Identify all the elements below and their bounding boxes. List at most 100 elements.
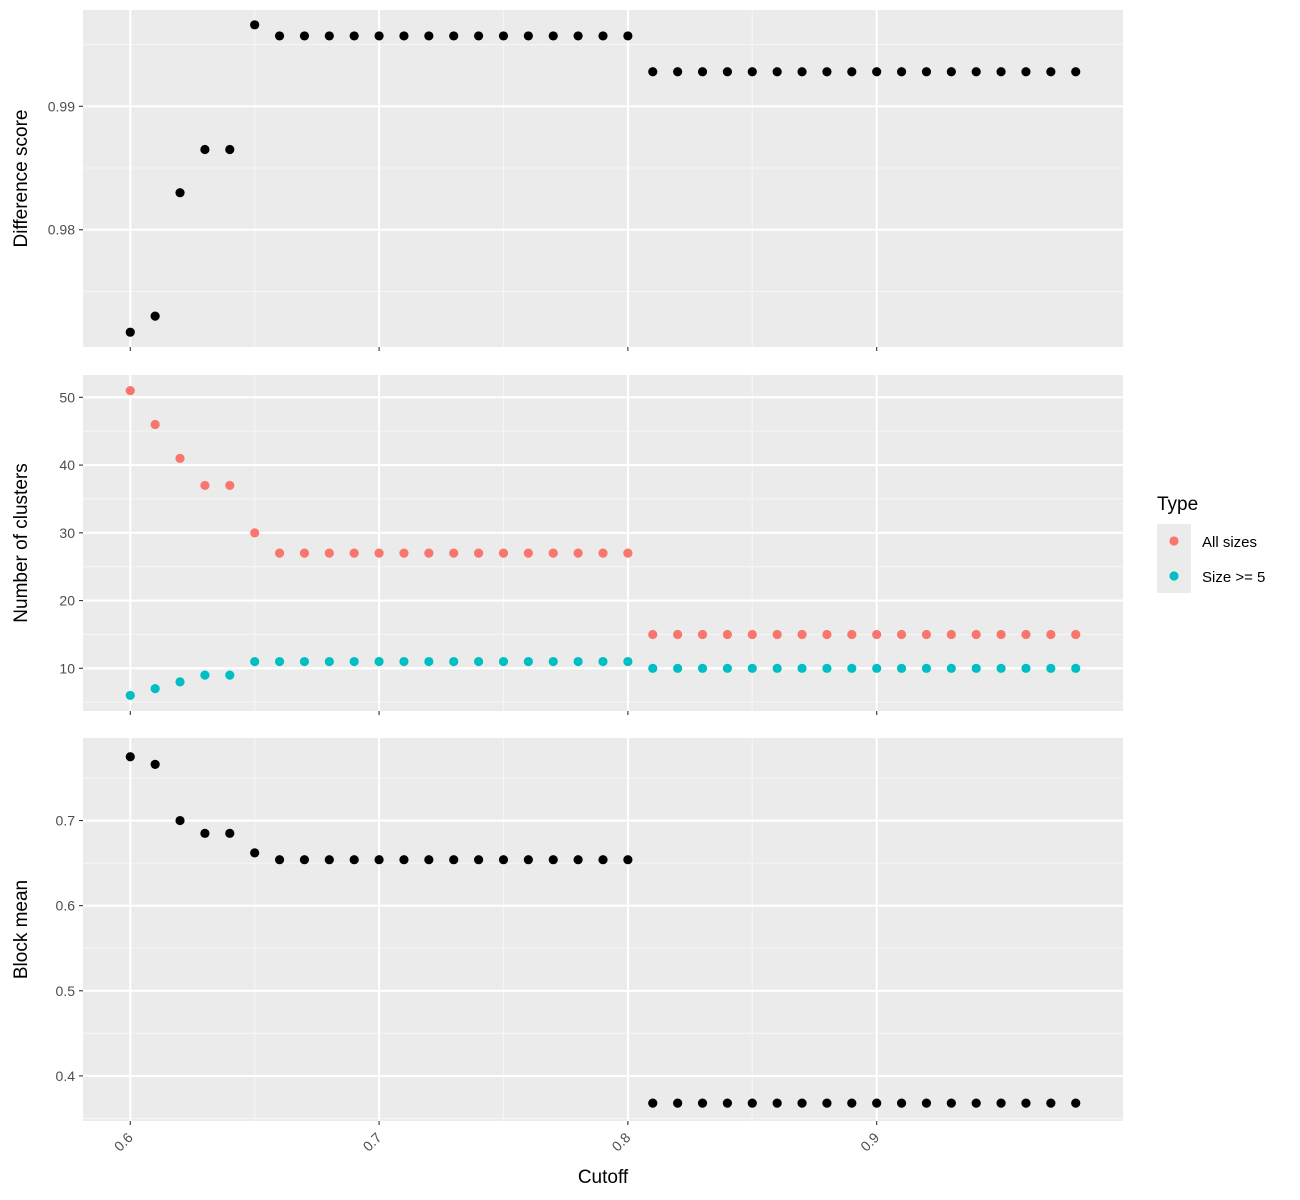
data-point xyxy=(175,453,185,463)
data-point xyxy=(847,663,857,673)
data-point xyxy=(374,656,384,667)
data-point xyxy=(946,663,956,673)
data-point xyxy=(847,629,857,640)
data-point xyxy=(200,670,210,680)
legend-key-size-ge-5 xyxy=(1169,571,1179,581)
data-point xyxy=(449,656,459,667)
data-point xyxy=(673,663,683,673)
data-point xyxy=(847,67,857,77)
series-1 xyxy=(125,20,1081,337)
data-point xyxy=(623,31,633,41)
data-point xyxy=(274,31,285,41)
data-point xyxy=(971,67,981,77)
y-tick-label: 50 xyxy=(59,389,75,405)
data-point xyxy=(473,548,484,558)
data-point xyxy=(797,629,807,640)
legend-label-all-sizes: All sizes xyxy=(1202,534,1257,551)
data-point xyxy=(473,855,484,865)
data-point xyxy=(747,67,757,77)
y-tick-label: 0.6 xyxy=(56,898,76,914)
data-point xyxy=(797,67,807,77)
data-point xyxy=(1046,629,1056,640)
data-point xyxy=(623,656,633,667)
data-point xyxy=(150,759,160,769)
data-point xyxy=(1046,1098,1056,1108)
y-axis-title: Block mean xyxy=(11,880,32,979)
data-point xyxy=(299,31,310,41)
data-point xyxy=(473,31,484,41)
data-point xyxy=(473,656,484,667)
series-2 xyxy=(125,656,1081,701)
y-tick-label: 0.98 xyxy=(48,222,75,238)
data-point xyxy=(896,663,907,673)
data-point xyxy=(1021,1098,1031,1108)
data-point xyxy=(921,663,932,673)
data-point xyxy=(747,663,757,673)
legend: Type All sizes Size >= 5 xyxy=(1157,494,1265,593)
data-point xyxy=(125,327,135,337)
data-point xyxy=(1021,67,1031,77)
data-point xyxy=(797,1098,807,1108)
data-point xyxy=(349,855,359,865)
data-point xyxy=(772,629,782,640)
data-point xyxy=(697,663,708,673)
legend-label-size-ge-5: Size >= 5 xyxy=(1202,569,1265,586)
x-tick-label: 0.8 xyxy=(608,1129,633,1154)
data-point xyxy=(822,629,832,640)
data-point xyxy=(324,31,334,41)
data-point xyxy=(573,548,583,558)
data-point xyxy=(847,1098,857,1108)
data-point xyxy=(822,67,832,77)
data-point xyxy=(225,480,235,491)
panel-background xyxy=(83,10,1123,347)
x-tick-label: 0.9 xyxy=(857,1129,882,1154)
data-point xyxy=(175,815,185,826)
data-point xyxy=(946,1098,956,1108)
data-point xyxy=(598,31,608,41)
data-point xyxy=(996,1098,1006,1108)
series-1 xyxy=(125,752,1081,1108)
data-point xyxy=(896,67,907,77)
data-point xyxy=(200,480,210,491)
data-point xyxy=(125,385,135,396)
data-point xyxy=(722,1098,733,1108)
data-point xyxy=(872,1098,882,1108)
data-point xyxy=(772,67,782,77)
data-point xyxy=(299,548,310,558)
data-point xyxy=(449,31,459,41)
data-point xyxy=(822,663,832,673)
data-point xyxy=(424,31,434,41)
panel-background xyxy=(83,738,1123,1121)
y-tick-label: 20 xyxy=(59,593,75,609)
data-point xyxy=(697,629,708,640)
data-point xyxy=(349,31,359,41)
data-point xyxy=(971,629,981,640)
y-axis-title: Difference score xyxy=(11,110,32,248)
data-point xyxy=(250,848,260,858)
panel-3: 0.4 0.5 0.6 0.7 Block mean xyxy=(11,738,1123,1125)
data-point xyxy=(1071,1098,1081,1108)
data-point xyxy=(1071,663,1081,673)
x-tick-label: 0.7 xyxy=(360,1129,385,1154)
y-tick-label: 30 xyxy=(59,525,75,541)
data-point xyxy=(324,855,334,865)
series-1 xyxy=(125,385,1081,640)
data-point xyxy=(971,1098,981,1108)
data-point xyxy=(274,656,285,667)
data-point xyxy=(399,548,409,558)
data-point xyxy=(747,629,757,640)
data-point xyxy=(548,31,558,41)
y-tick-label: 0.5 xyxy=(56,983,76,999)
y-axis-title: Number of clusters xyxy=(11,463,32,622)
legend-title: Type xyxy=(1157,494,1198,515)
data-point xyxy=(200,828,210,838)
data-point xyxy=(225,144,235,155)
data-point xyxy=(498,656,509,667)
data-point xyxy=(299,855,310,865)
legend-key-all-sizes xyxy=(1169,536,1179,546)
data-point xyxy=(648,663,658,673)
data-point xyxy=(399,656,409,667)
data-point xyxy=(921,67,932,77)
data-point xyxy=(125,690,135,701)
data-point xyxy=(1046,67,1056,77)
